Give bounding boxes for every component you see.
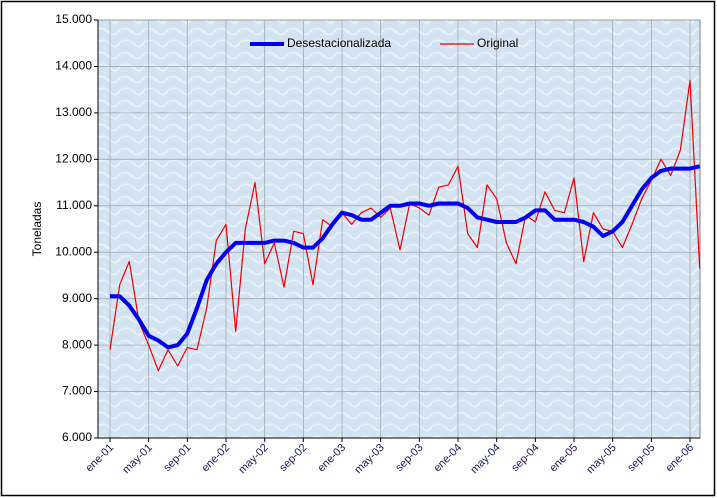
y-tick-label: 9.000 bbox=[62, 291, 92, 305]
series-line bbox=[109, 79, 701, 372]
y-tick-label: 8.000 bbox=[62, 337, 92, 351]
plot-area bbox=[97, 19, 701, 439]
y-tick-label: 12.000 bbox=[55, 152, 92, 166]
y-tick-label: 14.000 bbox=[55, 59, 92, 73]
series-line bbox=[110, 164, 701, 350]
y-tick-label: 6.000 bbox=[62, 430, 92, 444]
y-axis-label: Toneladas bbox=[30, 202, 44, 257]
legend-label: Desestacionalizada bbox=[287, 36, 391, 50]
y-tick-label: 13.000 bbox=[55, 105, 92, 119]
y-tick-label: 15.000 bbox=[55, 12, 92, 26]
y-tick-label: 11.000 bbox=[56, 198, 92, 212]
y-tick-label: 10.000 bbox=[55, 244, 92, 258]
y-tick-label: 7.000 bbox=[62, 384, 92, 398]
legend-label: Original bbox=[477, 36, 518, 50]
